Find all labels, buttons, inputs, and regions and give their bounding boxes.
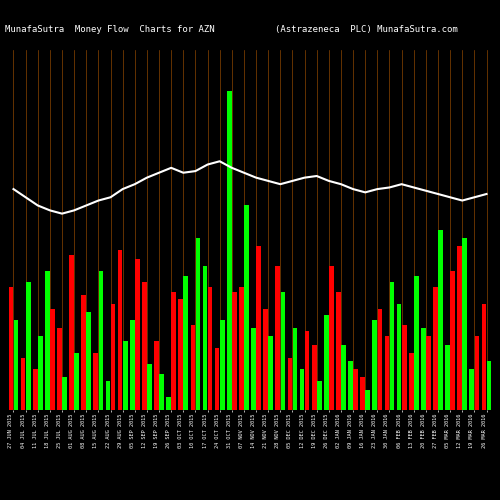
Bar <box>292 328 298 410</box>
Bar <box>244 206 249 410</box>
Bar <box>130 320 134 410</box>
Bar <box>324 315 328 410</box>
Bar <box>305 332 310 410</box>
Bar <box>220 320 224 410</box>
Bar <box>14 320 18 410</box>
Bar <box>184 276 188 410</box>
Bar <box>251 328 256 410</box>
Bar <box>482 304 486 410</box>
Bar <box>232 292 236 410</box>
Bar <box>38 336 42 410</box>
Bar <box>178 298 183 410</box>
Bar <box>190 325 195 410</box>
Bar <box>409 352 414 410</box>
Bar <box>264 308 268 410</box>
Bar <box>159 374 164 410</box>
Bar <box>74 352 79 410</box>
Bar <box>268 336 273 410</box>
Bar <box>445 344 450 410</box>
Bar <box>354 369 358 410</box>
Bar <box>450 271 455 410</box>
Bar <box>438 230 443 410</box>
Bar <box>106 380 110 410</box>
Bar <box>45 271 50 410</box>
Bar <box>366 390 370 410</box>
Bar <box>20 358 25 410</box>
Bar <box>280 292 285 410</box>
Bar <box>348 361 353 410</box>
Bar <box>402 325 406 410</box>
Bar <box>86 312 91 410</box>
Bar <box>166 397 171 410</box>
Bar <box>135 260 140 410</box>
Bar <box>8 288 14 410</box>
Bar <box>69 254 74 410</box>
Bar <box>227 91 232 410</box>
Bar <box>300 369 304 410</box>
Bar <box>396 304 402 410</box>
Bar <box>208 288 212 410</box>
Bar <box>57 328 62 410</box>
Bar <box>312 344 316 410</box>
Bar <box>202 266 207 410</box>
Bar <box>458 246 462 410</box>
Bar <box>196 238 200 410</box>
Bar <box>336 292 341 410</box>
Bar <box>50 308 55 410</box>
Bar <box>123 342 128 410</box>
Bar <box>390 282 394 410</box>
Bar <box>256 246 261 410</box>
Bar <box>98 271 103 410</box>
Bar <box>33 369 38 410</box>
Bar <box>154 342 159 410</box>
Bar <box>288 358 292 410</box>
Bar <box>94 352 98 410</box>
Bar <box>372 320 377 410</box>
Bar <box>329 266 334 410</box>
Bar <box>378 308 382 410</box>
Bar <box>433 288 438 410</box>
Bar <box>276 266 280 410</box>
Bar <box>360 378 365 410</box>
Bar <box>421 328 426 410</box>
Bar <box>172 292 176 410</box>
Bar <box>470 369 474 410</box>
Bar <box>317 380 322 410</box>
Bar <box>462 238 467 410</box>
Bar <box>426 336 431 410</box>
Text: (Astrazeneca  PLC) MunafaSutra.com: (Astrazeneca PLC) MunafaSutra.com <box>275 25 458 34</box>
Bar <box>82 296 86 410</box>
Text: MunafaSutra  Money Flow  Charts for AZN: MunafaSutra Money Flow Charts for AZN <box>5 25 214 34</box>
Bar <box>215 348 220 410</box>
Bar <box>110 304 116 410</box>
Bar <box>384 336 390 410</box>
Bar <box>239 288 244 410</box>
Bar <box>341 344 346 410</box>
Bar <box>142 282 146 410</box>
Bar <box>62 378 67 410</box>
Bar <box>414 276 418 410</box>
Bar <box>486 361 492 410</box>
Bar <box>147 364 152 410</box>
Bar <box>118 250 122 410</box>
Bar <box>474 336 480 410</box>
Bar <box>26 282 30 410</box>
